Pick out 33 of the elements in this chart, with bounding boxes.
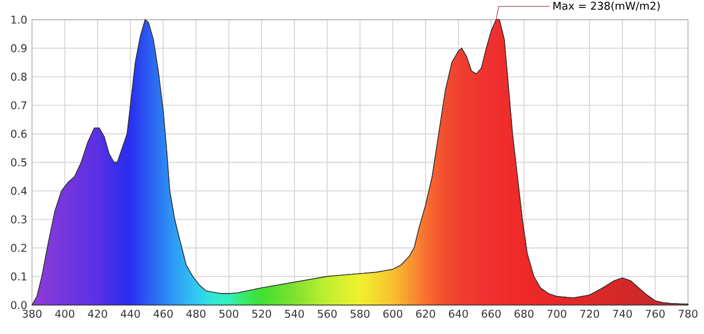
y-tick-label: 0.5	[11, 158, 26, 166]
x-tick-label: 380	[22, 310, 42, 318]
x-tick-label: 780	[678, 310, 698, 318]
y-tick-label: 0.7	[11, 101, 26, 110]
x-tick-label: 660	[482, 310, 501, 318]
x-tick-label: 480	[186, 310, 206, 318]
x-tick-label: 700	[547, 310, 566, 318]
x-tick-label: 580	[350, 310, 370, 318]
x-tick-label: 760	[646, 310, 665, 318]
x-tick-label: 640	[448, 310, 468, 318]
y-tick-label: 0.0	[11, 300, 27, 310]
y-tick-label: 1.0	[12, 16, 27, 24]
x-tick-label: 600	[383, 310, 402, 318]
y-tick-label: 0.6	[11, 130, 27, 138]
x-tick-label: 680	[514, 310, 534, 318]
x-tick-label: 400	[55, 310, 74, 318]
x-tick-label: 460	[154, 310, 173, 318]
x-tick-label: 620	[416, 310, 436, 318]
x-tick-label: 740	[613, 310, 632, 318]
y-tick-label: 0.2	[11, 244, 26, 252]
x-tick-label: 560	[318, 310, 337, 318]
y-tick-label: 0.9	[11, 44, 27, 52]
x-tick-label: 500	[219, 310, 238, 318]
x-tick-label: 440	[120, 310, 140, 318]
x-tick-label: 420	[88, 310, 108, 318]
y-tick-label: 0.8	[11, 72, 27, 81]
y-tick-label: 0.1	[11, 272, 26, 280]
annotation: Max = 238(mW/m2)	[553, 2, 660, 12]
y-tick-label: 0.3	[11, 215, 26, 224]
x-tick-label: 520	[252, 310, 272, 318]
x-tick-label: 540	[285, 310, 304, 318]
x-tick-label: 720	[580, 310, 600, 318]
y-tick-label: 0.4	[11, 186, 27, 195]
